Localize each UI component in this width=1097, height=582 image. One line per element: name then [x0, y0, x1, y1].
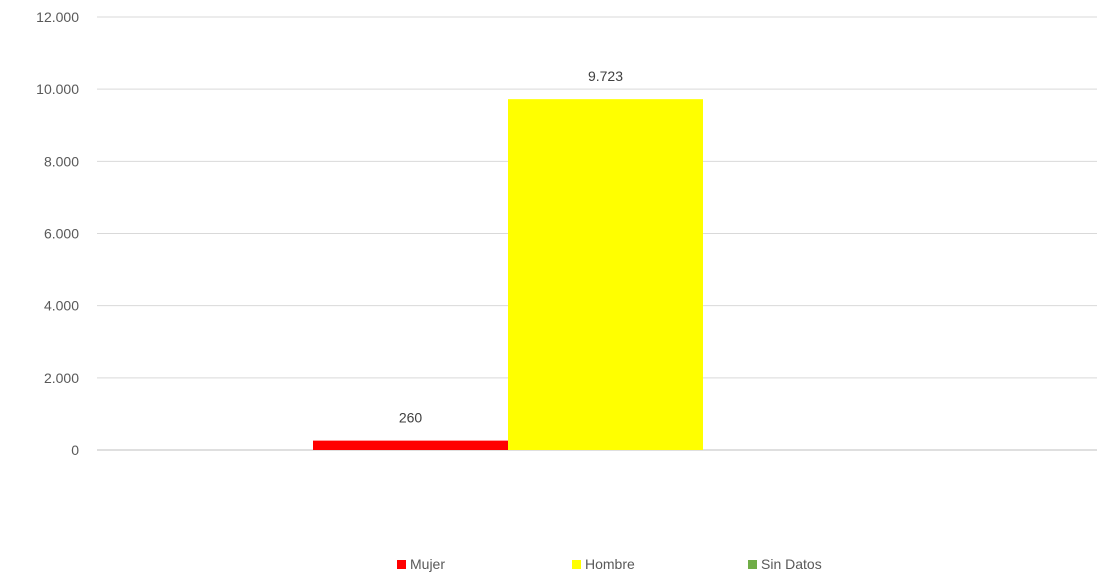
- legend: Mujer Hombre Sin Datos: [0, 556, 1097, 576]
- legend-label: Mujer: [410, 556, 446, 572]
- legend-swatch: [748, 559, 757, 569]
- bars: [313, 99, 703, 451]
- legend-label: Hombre: [585, 556, 635, 572]
- bar-mujer: [313, 440, 508, 450]
- y-tick-label: 8.000: [44, 153, 79, 169]
- legend-swatch: [397, 559, 406, 569]
- legend-item-sin-datos: Sin Datos: [748, 556, 822, 572]
- legend-label: Sin Datos: [761, 556, 822, 572]
- bar-hombre: [508, 99, 703, 451]
- data-labels: 260 9.723: [399, 68, 623, 425]
- data-label-mujer: 260: [399, 410, 423, 426]
- y-tick-label: 10.000: [36, 81, 79, 97]
- legend-item-hombre: Hombre: [572, 556, 635, 572]
- y-tick-label: 4.000: [44, 298, 79, 314]
- legend-swatch: [572, 559, 581, 569]
- y-axis-tick-labels: 0 2.000 4.000 6.000 8.000 10.000 12.000: [36, 9, 79, 458]
- y-tick-label: 0: [71, 442, 79, 458]
- legend-item-mujer: Mujer: [397, 556, 445, 572]
- data-label-hombre: 9.723: [588, 68, 623, 84]
- y-tick-label: 6.000: [44, 226, 79, 242]
- y-tick-label: 12.000: [36, 9, 79, 25]
- y-tick-label: 2.000: [44, 370, 79, 386]
